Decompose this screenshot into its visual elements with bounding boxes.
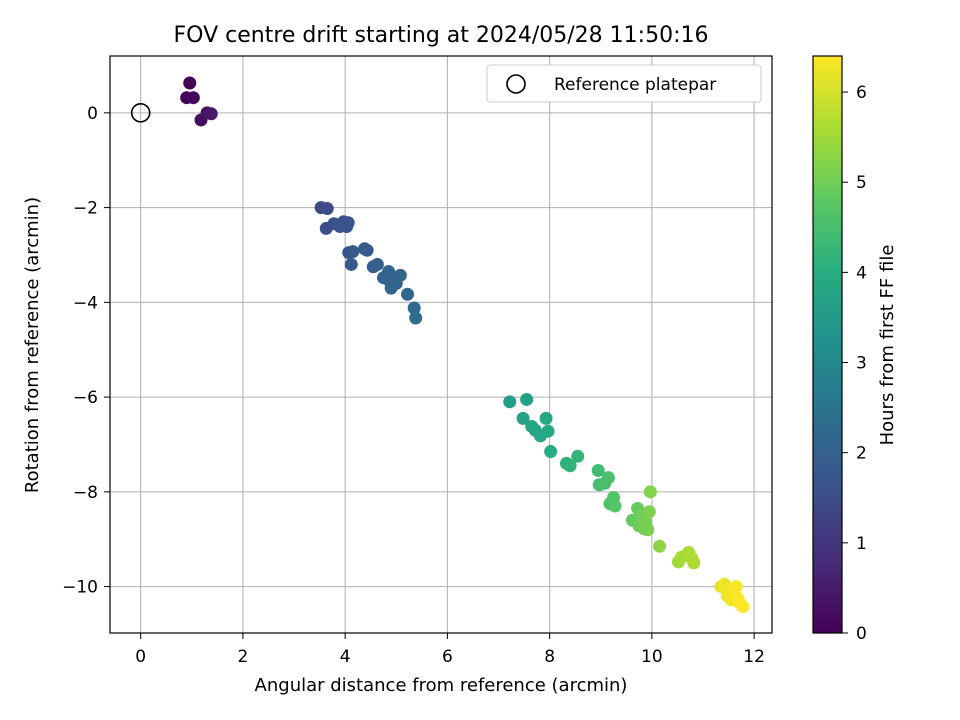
data-point [544,445,558,459]
data-point [608,499,622,513]
x-tick-label: 4 [340,647,351,667]
colorbar [812,55,843,634]
x-axis-ticks: 0 2 4 6 8 10 12 [135,633,765,667]
x-tick-label: 0 [135,647,146,667]
data-point [320,202,334,216]
data-point [729,580,743,594]
legend-label: Reference platepar [554,75,716,95]
data-point [653,539,667,553]
data-point [407,301,421,315]
data-point [503,395,517,409]
y-axis-ticks: 0 −2 −4 −6 −8 −10 [62,104,110,598]
y-tick-label: −6 [73,388,98,408]
colorbar-tick-label: 4 [856,263,867,283]
data-point [341,216,355,230]
y-tick-label: −2 [73,199,98,219]
x-tick-label: 12 [743,647,765,667]
colorbar-tick-label: 1 [856,534,867,554]
data-point [601,471,615,485]
y-tick-label: −8 [73,483,98,503]
data-point [409,311,423,325]
plot-frame [109,55,773,634]
colorbar-tick-label: 2 [856,444,867,464]
data-point [186,91,200,105]
colorbar-tick-label: 3 [856,354,867,374]
legend-box [486,64,762,103]
data-point [736,599,750,613]
data-point [541,424,555,438]
colorbar-tick-label: 6 [856,83,867,103]
data-point [204,107,218,121]
data-point [642,505,656,519]
colorbar-ticks: 0 1 2 3 4 5 6 [842,83,867,644]
y-tick-label: 0 [87,104,98,124]
data-point [346,245,360,259]
data-point [516,411,530,425]
data-point [571,449,585,463]
x-tick-label: 2 [237,647,248,667]
data-point [401,287,415,301]
colorbar-tick-label: 0 [856,624,867,644]
colorbar-tick-label: 5 [856,173,867,193]
x-tick-label: 6 [442,647,453,667]
data-point [183,76,197,90]
data-point [643,485,657,499]
x-axis-label: Angular distance from reference (arcmin) [255,675,628,696]
y-tick-label: −10 [62,578,98,598]
data-point [641,523,655,537]
reference-marker [130,103,151,123]
data-point [344,257,358,271]
data-point [520,392,534,406]
legend-reference-marker [506,74,526,94]
colorbar-label: Hours from first FF file [877,245,898,446]
data-points [180,76,750,613]
grid [110,56,772,633]
y-tick-label: −4 [73,293,98,313]
data-point [360,243,374,257]
data-point [382,265,396,279]
y-axis-label: Rotation from reference (arcmin) [22,197,43,493]
legend: Reference platepar [486,64,762,103]
data-point [563,459,577,473]
x-tick-label: 8 [544,647,555,667]
x-tick-label: 10 [641,647,663,667]
data-point [591,464,605,478]
chart-title: FOV centre drift starting at 2024/05/28 … [174,23,709,48]
data-point [539,411,553,425]
data-point [687,556,701,570]
data-point [393,268,407,282]
data-point [370,257,384,271]
